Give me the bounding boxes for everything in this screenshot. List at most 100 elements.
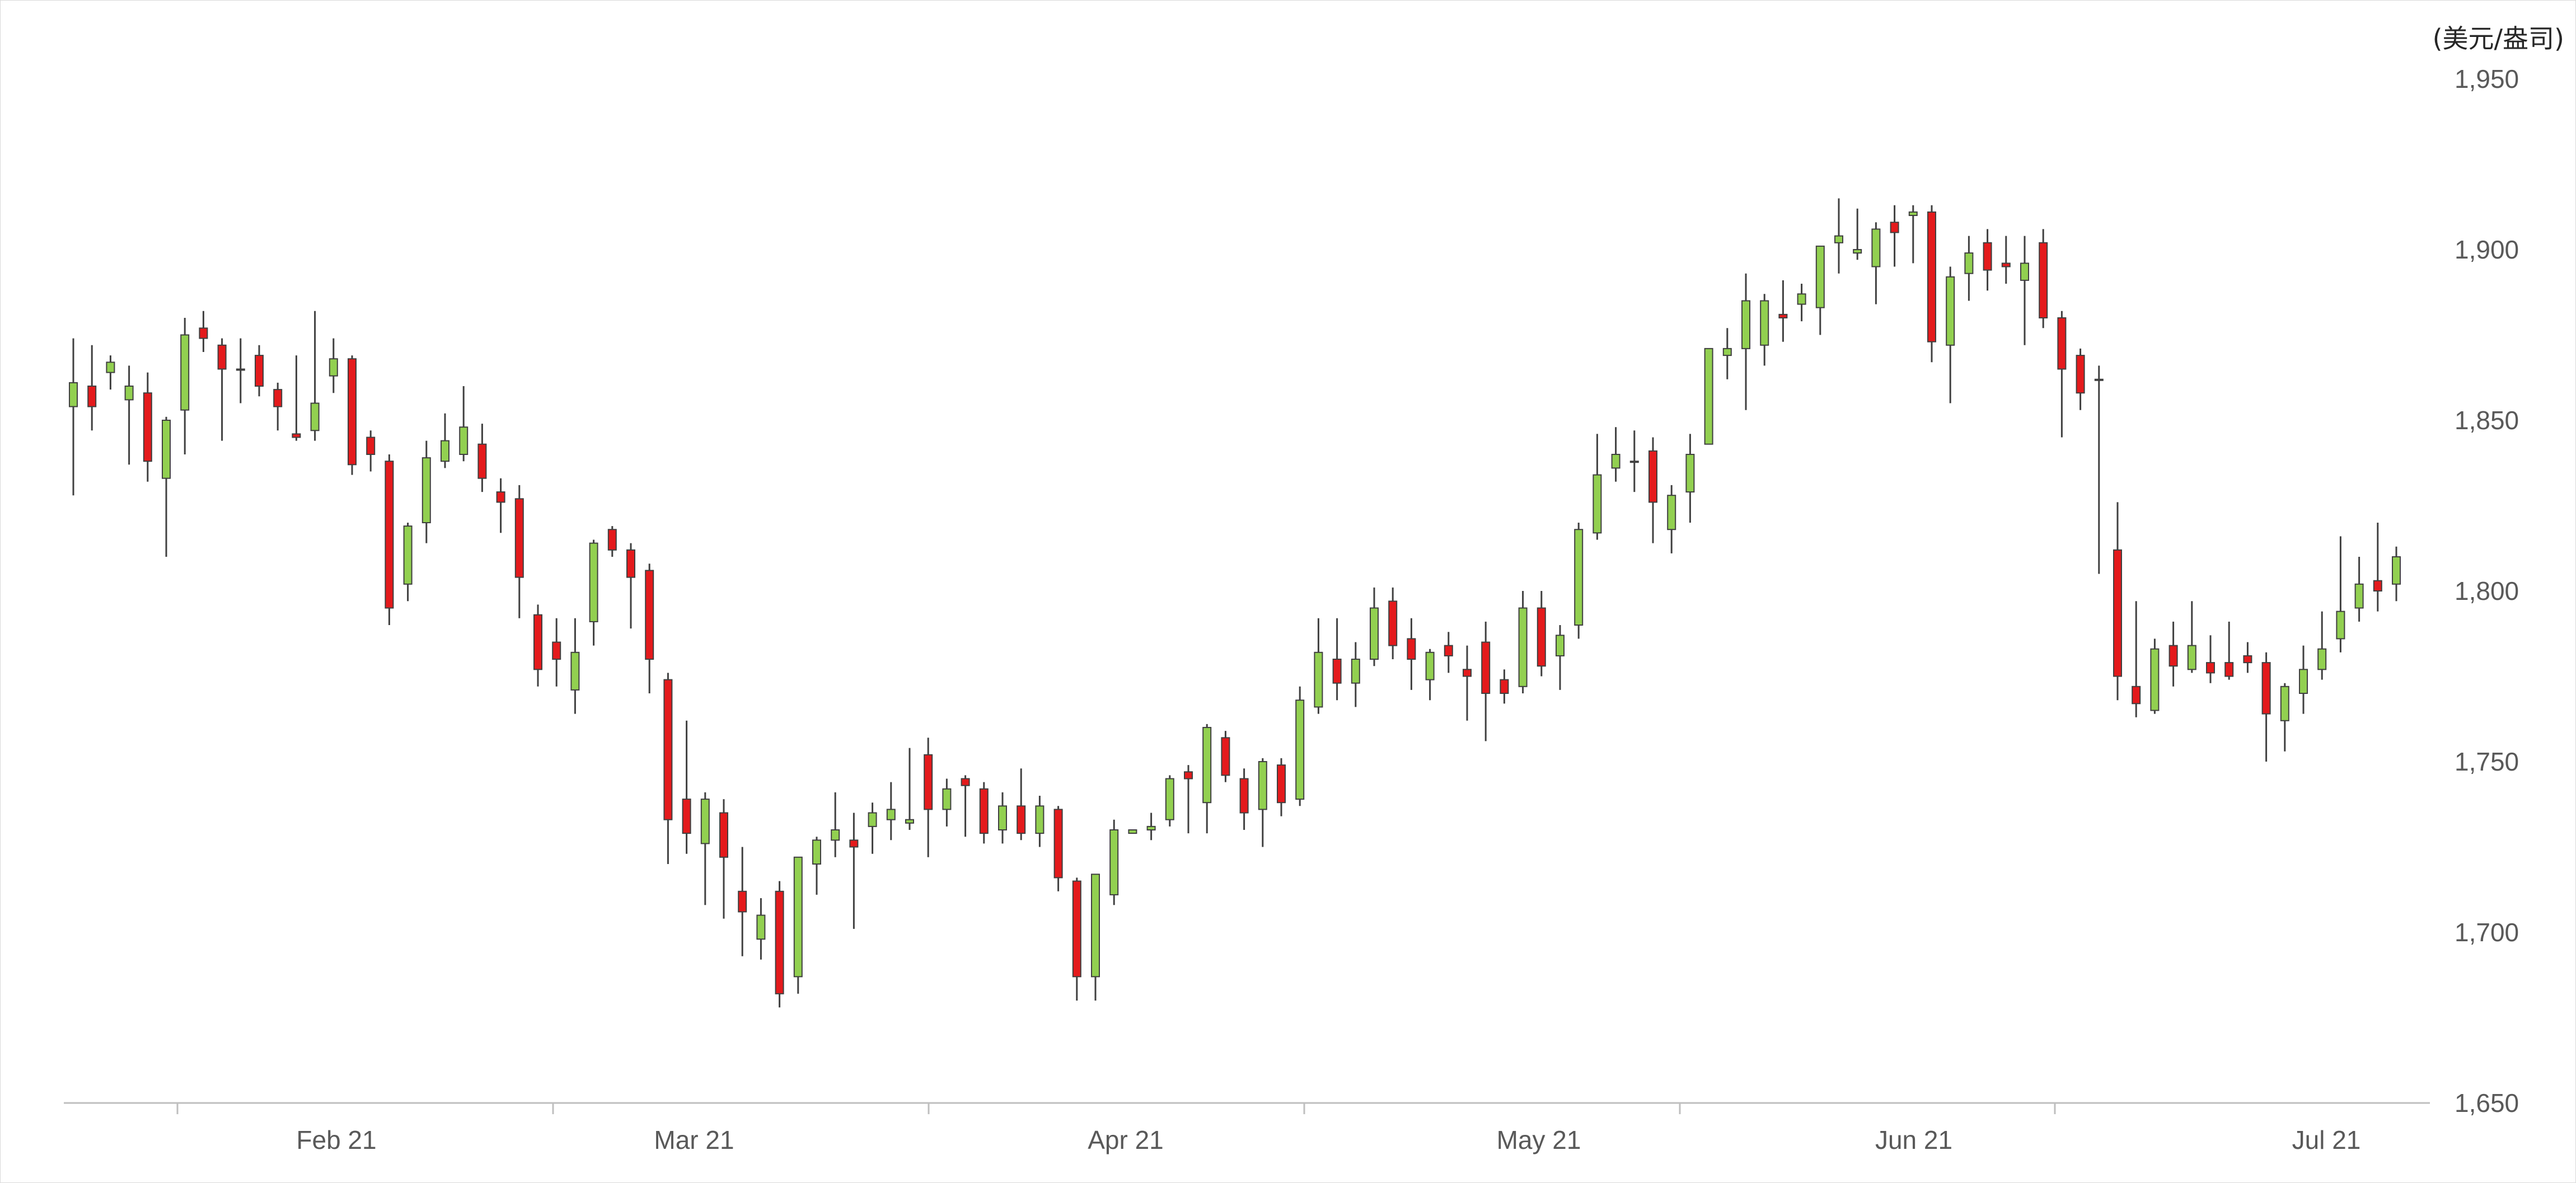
candle-body-down — [2132, 686, 2141, 705]
candle-body-up — [1797, 293, 1806, 305]
candle-body-down — [2113, 549, 2122, 677]
candle-body-up — [589, 542, 598, 622]
candle-body-down — [514, 498, 524, 578]
candle-body-up — [1704, 348, 1713, 445]
candle-body-up — [1741, 300, 1750, 349]
candle-body-down — [385, 461, 394, 609]
candle-body-down — [1388, 600, 1398, 646]
candle-body-up — [570, 651, 580, 691]
candle-body-down — [477, 443, 487, 479]
y-tick-label: 1,800 — [2455, 576, 2519, 605]
candle-body-up — [1091, 874, 1100, 978]
candle-body-up — [69, 382, 78, 407]
candle-body-down — [533, 614, 542, 670]
candle-body-up — [831, 829, 840, 841]
candle-body-down — [1407, 638, 1416, 660]
candle-body-down — [1444, 645, 1453, 656]
candle-body-up — [1128, 829, 1137, 834]
candle-body-down — [663, 679, 673, 820]
x-tick-label: Jun 21 — [1875, 1125, 1952, 1154]
y-tick-label: 1,750 — [2455, 747, 2519, 776]
candle-body-down — [645, 570, 654, 660]
candle-body-up — [1611, 454, 1620, 469]
candle-body-down — [1221, 737, 1230, 776]
candle-body-down — [552, 641, 561, 660]
candle-body-up — [998, 805, 1007, 831]
candle-body-up — [1518, 607, 1528, 687]
candle-body-up — [2317, 648, 2327, 670]
y-tick-label: 1,950 — [2455, 64, 2519, 93]
candle-body-up — [1425, 651, 1435, 680]
candle-body-up — [459, 426, 469, 456]
candle-body-up — [1314, 651, 1323, 708]
candle-body-down — [1481, 641, 1491, 694]
candle-body-down — [273, 389, 283, 407]
candle-body-down — [2076, 355, 2085, 394]
candle-body-up — [1908, 211, 1918, 216]
y-tick-label: 1,700 — [2455, 918, 2519, 947]
y-tick-label: 1,650 — [2455, 1088, 2519, 1118]
candle-body-up — [868, 812, 877, 827]
candle-body-up — [756, 914, 766, 940]
candle-body-up — [2280, 686, 2289, 721]
candle-body-down — [1053, 809, 1063, 879]
y-tick-label: 1,850 — [2455, 406, 2519, 435]
candle-body-down — [2206, 662, 2215, 674]
candle-body-up — [1871, 228, 1881, 267]
candle-body-up — [421, 457, 431, 523]
x-tick-label: Apr 21 — [1088, 1125, 1164, 1154]
candle-body-up — [106, 362, 115, 373]
candle-body-down — [626, 549, 635, 578]
candle-body-up — [1685, 454, 1695, 493]
candle-body-down — [2168, 645, 2178, 667]
candle-body-up — [2354, 583, 2364, 609]
candle-body-down — [1239, 778, 1249, 814]
candle-body-up — [2299, 669, 2308, 694]
candle-body-down — [1184, 771, 1193, 780]
candle-body-down — [738, 890, 747, 913]
candle-body-down — [292, 433, 301, 438]
candle-body-up — [1815, 245, 1825, 308]
candle-body-up — [2150, 648, 2160, 711]
candle-body-down — [1648, 450, 1657, 503]
candle-body-down — [719, 812, 728, 858]
candle-body-up — [1370, 607, 1379, 660]
candle-body-down — [775, 890, 784, 994]
candle-body-up — [1202, 727, 1212, 804]
candle-body-down — [1983, 242, 1992, 271]
x-axis-ticks: Feb 21 Mar 21 Apr 21 May 21 Jun 21 Jul 21 — [176, 1103, 2361, 1154]
candle-body-down — [607, 529, 617, 551]
candle-body-down — [682, 799, 691, 834]
candle-body-up — [905, 819, 914, 824]
candle-body-up — [2020, 262, 2029, 281]
candle-body-up — [1853, 249, 1862, 254]
candle-body-down — [1277, 764, 1286, 804]
candle-body-down — [143, 392, 152, 462]
candle-body-up — [2094, 378, 2104, 381]
candle-body-up — [1165, 778, 1174, 820]
candle-body-up — [942, 788, 952, 810]
candle-body-layer — [69, 211, 2401, 994]
candle-body-up — [1556, 635, 1565, 656]
candle-body-up — [441, 440, 449, 462]
candle-body-up — [1146, 825, 1156, 831]
candle-body-up — [1946, 276, 1955, 346]
candle-body-up — [1574, 529, 1584, 626]
candle-body-down — [1332, 659, 1342, 684]
candle-body-down — [217, 344, 227, 370]
wick-layer — [72, 198, 2397, 1008]
x-tick-label: Jul 21 — [2292, 1125, 2361, 1154]
candle-body-up — [1834, 235, 1843, 243]
candle-body-up — [1035, 805, 1045, 834]
candle-body-down — [2261, 662, 2271, 715]
candle-body-up — [1722, 348, 1732, 356]
candle-body-down — [1537, 607, 1546, 667]
candle-body-down — [496, 491, 505, 503]
candle-body-up — [310, 402, 320, 431]
candle-body-up — [180, 334, 190, 411]
candle-body-down — [979, 788, 989, 834]
y-tick-label: 1,900 — [2455, 235, 2519, 264]
candle-body-up — [1351, 659, 1360, 684]
